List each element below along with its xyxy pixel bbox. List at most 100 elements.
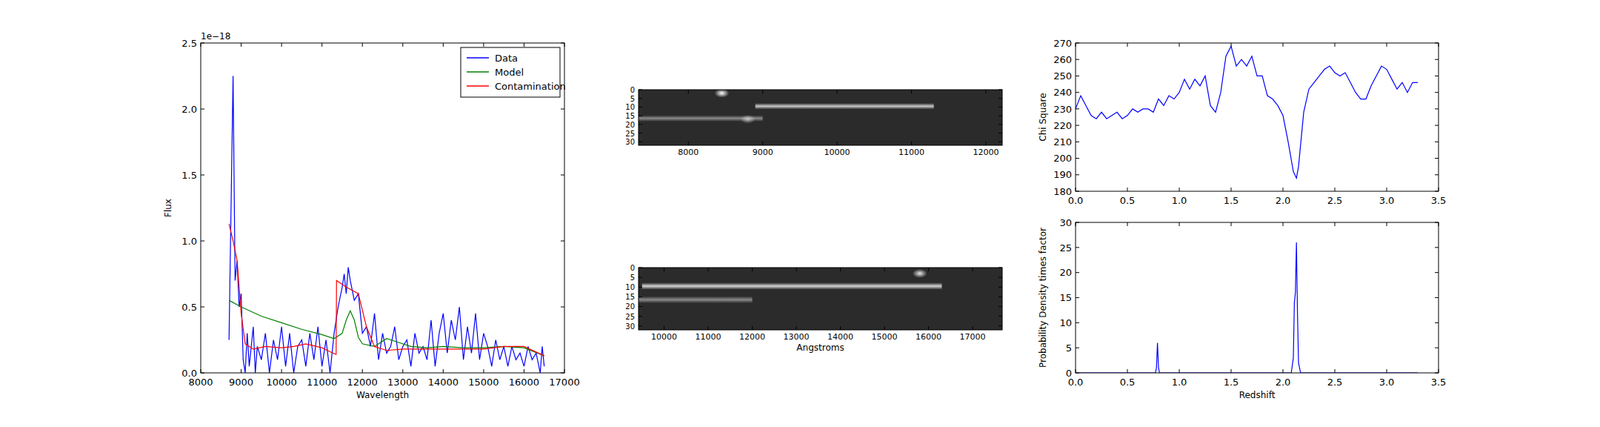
y-tick — [998, 123, 1003, 125]
y-tick — [200, 108, 205, 110]
x-tick — [1075, 368, 1077, 373]
y-tick-label: 20 — [625, 302, 635, 311]
y-tick-label: 180 — [1053, 185, 1072, 198]
y-tick-label: 5 — [1065, 342, 1072, 354]
y-tick — [1434, 157, 1439, 159]
x-tick — [1179, 222, 1180, 226]
x-tick — [1386, 368, 1388, 373]
x-tick — [1334, 42, 1336, 47]
x-tick-label: 11000 — [695, 331, 722, 342]
x-tick — [1127, 368, 1129, 373]
y-tick — [638, 315, 643, 317]
x-tick — [442, 42, 444, 47]
x-tick — [1438, 42, 1440, 47]
x-tick — [362, 368, 363, 373]
x-tick — [928, 325, 929, 330]
chart: 1000011000120001300014000150001600017000… — [625, 263, 1003, 353]
y-tick — [1434, 246, 1439, 248]
spectral-trace — [638, 296, 753, 303]
y-axis-label: Probability Density times factor — [1037, 227, 1049, 368]
x-tick — [840, 325, 841, 330]
image-background — [638, 267, 1003, 330]
y-tick — [638, 115, 643, 117]
y-tick — [998, 141, 1003, 143]
x-tick-label: 15000 — [468, 376, 499, 388]
y-tick-label: 0.5 — [181, 301, 198, 313]
x-tick-label: 13000 — [783, 331, 810, 342]
y-tick — [200, 372, 205, 374]
plot-area — [1075, 45, 1418, 178]
x-tick — [796, 267, 798, 272]
y-tick-label: 30 — [625, 322, 635, 331]
chart: 8000900010000110001200013000140001500016… — [162, 31, 580, 400]
x-tick — [762, 141, 763, 146]
x-tick — [1127, 222, 1129, 226]
y-tick-label: 20 — [1059, 266, 1072, 278]
x-tick-label: 12000 — [739, 331, 766, 342]
x-tick — [1127, 187, 1129, 192]
x-tick — [482, 368, 484, 373]
x-tick — [1075, 222, 1077, 226]
legend-label: Contamination — [494, 80, 566, 92]
y-axis-label: Flux — [162, 198, 174, 218]
y-tick-label: 25 — [625, 312, 635, 321]
x-tick — [985, 89, 986, 94]
x-tick — [1386, 222, 1388, 226]
bright-spot — [714, 89, 729, 98]
x-tick-label: 10000 — [824, 147, 851, 158]
y-tick — [1434, 59, 1439, 60]
x-tick — [321, 368, 323, 373]
x-tick — [762, 89, 763, 94]
x-tick — [1386, 42, 1388, 47]
y-tick — [1075, 59, 1080, 60]
x-axis-label: Angstroms — [796, 342, 844, 353]
x-tick — [200, 42, 202, 47]
spectral-trace — [755, 102, 935, 109]
y-tick — [1434, 372, 1439, 374]
y-tick-label: 1.5 — [181, 169, 198, 181]
y-tick-label: 25 — [1059, 242, 1072, 254]
x-tick — [837, 89, 838, 94]
legend-swatch — [466, 71, 489, 73]
x-tick — [442, 368, 444, 373]
y-tick — [998, 305, 1003, 307]
x-tick — [1334, 187, 1336, 192]
x-tick-label: 3.0 — [1379, 194, 1395, 206]
x-tick-label: 11000 — [306, 376, 338, 388]
x-tick — [1282, 368, 1284, 373]
x-tick-label: 16000 — [508, 376, 540, 388]
x-tick-label: 0.5 — [1120, 376, 1136, 388]
y-axis-label: Chi Square — [1037, 92, 1049, 141]
x-tick — [928, 267, 929, 272]
y-tick — [1434, 174, 1439, 175]
x-tick — [1231, 42, 1232, 47]
x-tick-label: 3.5 — [1431, 194, 1447, 206]
x-tick — [402, 368, 403, 373]
y-tick — [1434, 108, 1439, 109]
chart: 0.00.51.01.52.02.53.03.51801902002102202… — [1037, 37, 1446, 206]
y-tick-label: 5 — [630, 273, 635, 282]
x-tick — [1179, 42, 1180, 47]
axes-frame — [638, 267, 1003, 330]
x-tick — [1438, 368, 1440, 373]
y-tick — [638, 89, 643, 91]
y-tick-label: 15 — [625, 111, 635, 120]
y-tick — [1075, 297, 1080, 298]
x-tick — [911, 141, 912, 146]
offset-text: 1e−18 — [200, 31, 231, 42]
x-tick — [688, 89, 689, 94]
y-tick — [1434, 75, 1439, 77]
x-tick — [1179, 187, 1180, 192]
x-tick-label: 1.5 — [1223, 376, 1240, 388]
y-tick — [998, 315, 1003, 317]
y-tick — [1075, 372, 1080, 374]
x-axis-label: Wavelength — [356, 389, 409, 400]
x-tick — [523, 42, 525, 47]
x-tick — [751, 267, 753, 272]
y-tick — [1075, 141, 1080, 143]
x-tick-label: 17000 — [548, 376, 580, 388]
y-tick-label: 250 — [1053, 70, 1072, 82]
x-tick — [200, 368, 202, 373]
x-tick — [362, 42, 363, 47]
x-tick — [240, 42, 242, 47]
